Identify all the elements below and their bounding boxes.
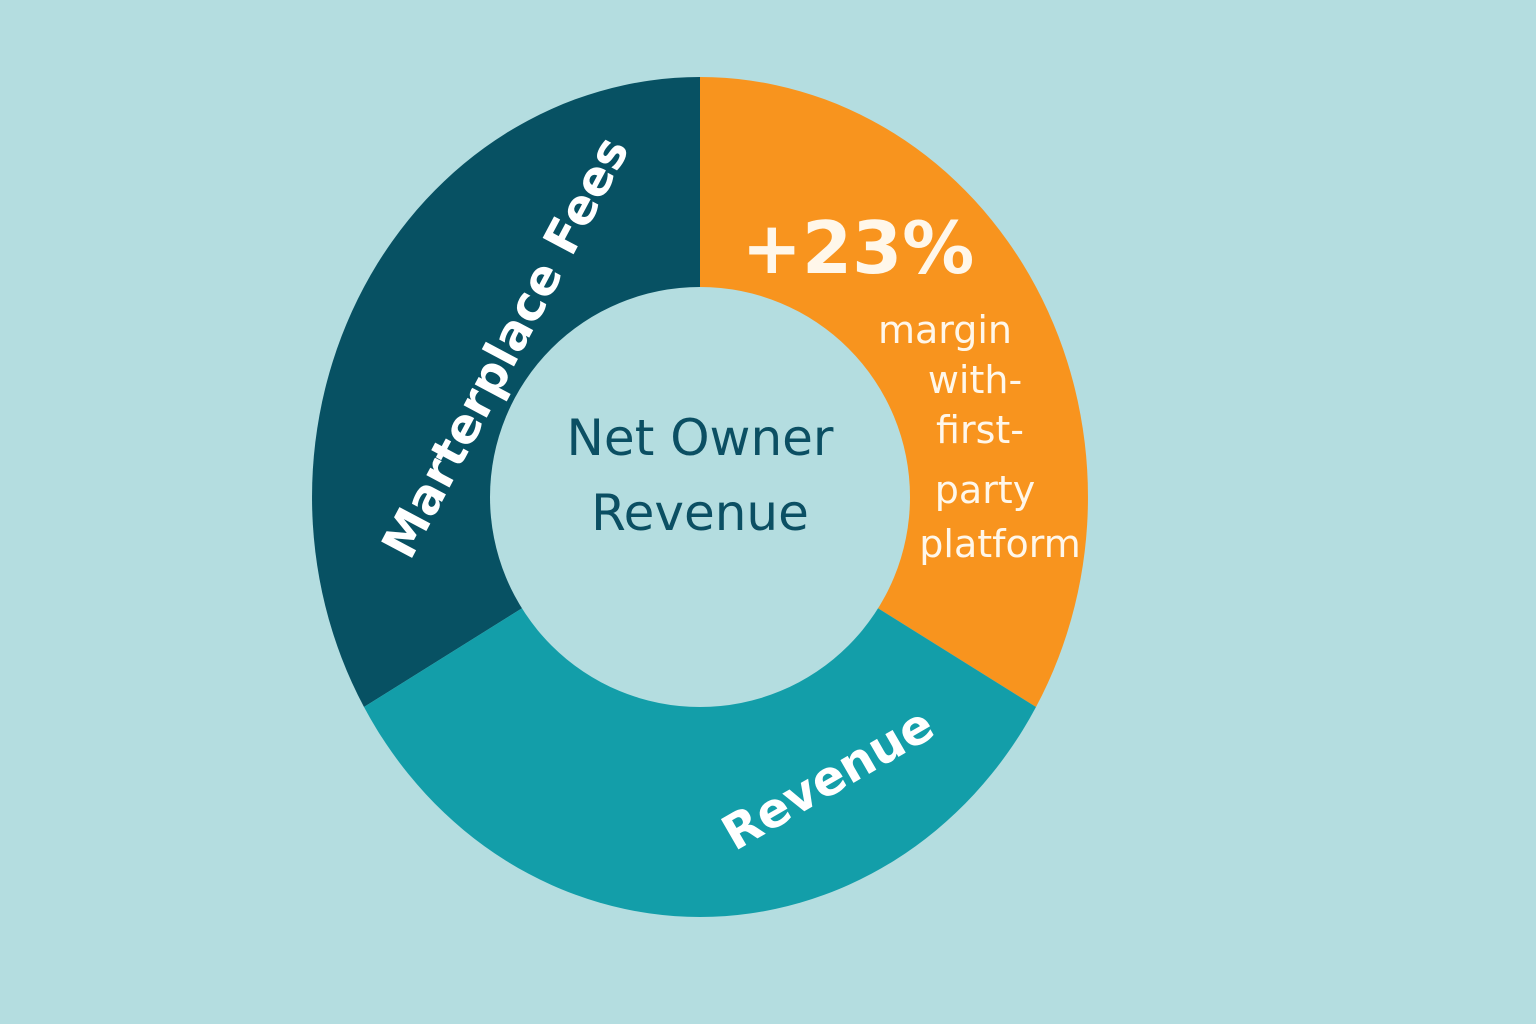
margin-annotation: margin with- first- party platform bbox=[878, 308, 1081, 566]
annotation-line: party bbox=[935, 468, 1035, 512]
annotation-line: with- bbox=[928, 358, 1022, 402]
annotation-line: margin bbox=[878, 308, 1012, 352]
margin-highlight-label: +23% bbox=[742, 206, 975, 290]
donut-hole bbox=[490, 287, 910, 707]
annotation-line: first- bbox=[936, 408, 1024, 452]
annotation-line: platform bbox=[919, 522, 1080, 566]
center-label-line-1: Net Owner bbox=[567, 409, 834, 467]
donut-slices bbox=[312, 77, 1088, 917]
center-label-line-2: Revenue bbox=[591, 484, 809, 542]
